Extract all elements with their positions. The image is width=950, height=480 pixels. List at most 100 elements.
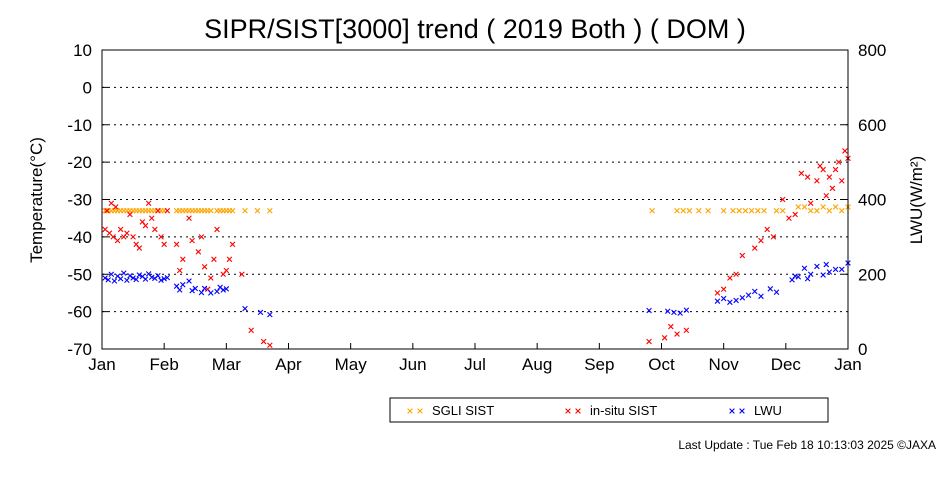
data-point	[832, 204, 839, 210]
data-point	[142, 222, 149, 229]
data-point	[248, 327, 254, 334]
data-point	[646, 338, 652, 345]
data-point	[180, 256, 186, 263]
x-tick-label: Aug	[522, 355, 552, 374]
series-sgli-sist	[102, 204, 851, 214]
chart-title: SIPR/SIST[3000] trend ( 2019 Both ) ( DO…	[204, 14, 746, 44]
data-point	[130, 234, 136, 240]
data-point	[208, 290, 214, 296]
data-point	[823, 192, 830, 199]
data-point	[758, 237, 764, 244]
x-tick-label: Dec	[771, 355, 802, 374]
data-point	[208, 275, 214, 281]
data-point	[739, 252, 746, 259]
legend-marker	[739, 408, 745, 414]
x-tick-label: Jan	[88, 355, 115, 374]
data-point	[686, 207, 693, 214]
data-point	[161, 241, 167, 248]
left-tick-label: -60	[67, 303, 92, 322]
data-point	[727, 275, 733, 281]
legend-item: LWU	[729, 403, 782, 418]
left-axis-label: Temperature(°C)	[27, 137, 46, 263]
right-tick-label: 200	[858, 265, 886, 284]
data-point	[176, 267, 183, 274]
data-point	[211, 256, 217, 263]
data-point	[198, 289, 205, 296]
data-point	[164, 274, 171, 281]
data-point	[829, 185, 836, 192]
data-point	[767, 286, 774, 292]
data-point	[820, 204, 826, 210]
data-point	[795, 204, 802, 210]
data-point	[155, 207, 161, 214]
right-tick-label: 400	[858, 191, 886, 210]
data-point	[102, 226, 108, 233]
data-point	[814, 207, 820, 214]
data-point	[646, 307, 652, 314]
data-point	[664, 308, 671, 315]
data-point	[720, 286, 727, 292]
data-point	[158, 234, 164, 240]
data-point	[189, 237, 195, 244]
data-point	[130, 275, 136, 281]
right-tick-label: 800	[858, 41, 886, 60]
data-point	[195, 249, 202, 255]
left-tick-label: -70	[67, 340, 92, 359]
data-point	[239, 271, 245, 278]
data-point	[661, 334, 668, 341]
data-point	[176, 287, 183, 293]
x-tick-label: Nov	[709, 355, 740, 374]
data-point	[838, 207, 845, 214]
data-point	[173, 241, 180, 248]
data-point	[677, 310, 683, 316]
data-point	[745, 292, 752, 298]
data-point	[814, 263, 820, 270]
data-point	[120, 270, 127, 276]
data-point	[257, 309, 264, 316]
left-tick-label: 0	[83, 78, 92, 97]
data-point	[242, 207, 248, 214]
data-point	[733, 271, 739, 278]
data-point	[674, 207, 680, 214]
data-point	[133, 276, 139, 283]
data-point	[127, 272, 133, 279]
data-point	[148, 274, 155, 281]
data-point	[267, 311, 273, 318]
data-point	[223, 267, 230, 274]
data-point	[792, 211, 798, 218]
data-point	[226, 256, 233, 263]
data-point	[798, 170, 805, 177]
data-point	[671, 309, 677, 316]
data-point	[161, 275, 167, 282]
data-point	[142, 276, 149, 282]
plot-frame	[101, 49, 849, 350]
data-point	[801, 265, 808, 272]
right-axis-label: LWU(W/m²)	[907, 156, 926, 244]
left-tick-label: -40	[67, 228, 92, 247]
data-points	[102, 148, 851, 349]
data-point	[748, 207, 755, 214]
data-point	[758, 293, 764, 300]
x-tick-label: Jan	[834, 355, 861, 374]
data-point	[779, 196, 786, 203]
data-point	[260, 338, 267, 345]
data-point	[186, 278, 192, 284]
data-point	[820, 272, 826, 278]
data-point	[755, 207, 761, 214]
gridlines	[102, 86, 848, 313]
data-point	[105, 277, 112, 283]
data-point	[242, 305, 248, 312]
data-point	[649, 207, 655, 214]
legend-item: in-situ SIST	[565, 403, 657, 418]
data-point	[773, 289, 780, 295]
data-point	[208, 207, 214, 214]
data-point	[680, 207, 687, 214]
data-point	[705, 207, 711, 214]
data-point	[117, 226, 124, 233]
x-tick-label: Jun	[399, 355, 426, 374]
data-point	[214, 226, 220, 233]
data-point	[683, 327, 690, 334]
data-point	[739, 295, 746, 301]
data-point	[145, 200, 152, 207]
data-point	[807, 200, 814, 207]
